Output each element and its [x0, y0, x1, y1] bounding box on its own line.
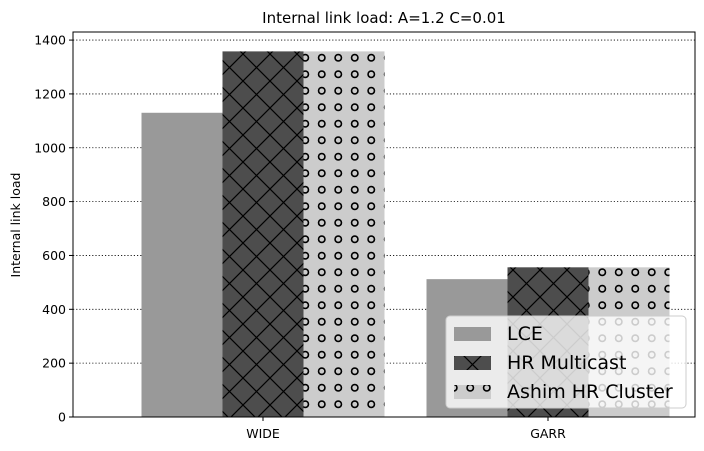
y-tick-label: 0: [58, 410, 66, 425]
bar-hr-multicast-wide: [222, 51, 304, 418]
bar-ashim-hr-cluster-wide: [303, 51, 385, 418]
legend-frame: [445, 315, 687, 409]
legend-label: LCE: [507, 323, 543, 345]
x-axis: WIDE GARR: [246, 417, 566, 441]
y-tick-label: 1200: [34, 86, 66, 101]
bar-lce-wide: [141, 112, 223, 418]
y-tick-label: 600: [42, 248, 66, 263]
chart-title: Internal link load: A=1.2 C=0.01: [262, 9, 506, 27]
y-tick-label: 1400: [34, 33, 66, 48]
y-tick-label: 1000: [34, 140, 66, 155]
y-tick-label: 200: [42, 356, 66, 371]
y-tick-label: 800: [42, 194, 66, 209]
legend-swatch: [454, 385, 491, 399]
x-tick-label: WIDE: [246, 426, 280, 441]
legend: LCE HR Multicast Ashim HR Cluster: [445, 315, 687, 409]
legend-swatch: [454, 327, 491, 341]
y-axis: 0 200 400 600 800 1000 1200 1400: [34, 33, 73, 425]
y-tick-label: 400: [42, 302, 66, 317]
x-tick-label: GARR: [530, 426, 566, 441]
legend-label: HR Multicast: [507, 352, 626, 374]
plot-area-frame: [72, 31, 696, 418]
y-axis-label: Internal link load: [8, 173, 23, 278]
legend-swatch: [454, 356, 491, 370]
legend-label: Ashim HR Cluster: [507, 381, 673, 403]
